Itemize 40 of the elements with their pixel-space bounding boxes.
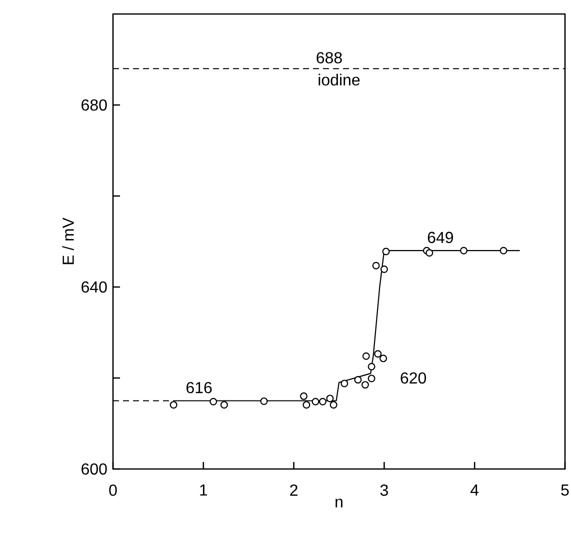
point — [326, 394, 334, 402]
y-tick-label: 600 — [82, 463, 107, 475]
y-axis-title: E / mV — [62, 218, 74, 264]
point — [260, 397, 268, 405]
point — [318, 398, 326, 406]
point — [368, 362, 376, 370]
point — [382, 248, 390, 256]
annotation: 688 — [316, 52, 342, 64]
x-tick-label: 5 — [561, 484, 569, 496]
x-tick-label: 1 — [200, 484, 208, 496]
point — [500, 246, 508, 254]
point — [300, 392, 308, 400]
point — [362, 352, 370, 360]
point — [354, 376, 362, 384]
point — [340, 380, 348, 388]
point — [220, 401, 228, 409]
point — [210, 398, 218, 406]
x-tick-label: 4 — [470, 484, 479, 496]
x-tick-label: 2 — [290, 484, 298, 496]
point — [361, 381, 369, 389]
annotation: 620 — [400, 372, 426, 384]
point — [380, 354, 388, 362]
point — [312, 398, 320, 406]
y-tick-label: 640 — [82, 281, 107, 293]
x-tick-label: 0 — [109, 484, 117, 496]
ref-line-label: iodine — [318, 74, 360, 86]
annotation: 649 — [428, 232, 454, 244]
point — [330, 401, 338, 409]
point — [368, 374, 376, 382]
point — [460, 246, 468, 254]
x-axis-title: n — [336, 498, 342, 508]
point — [374, 350, 382, 358]
y-tick-label: 680 — [82, 99, 107, 111]
annotation: 616 — [186, 382, 212, 394]
point — [426, 249, 434, 257]
point — [380, 265, 388, 273]
x-tick-label: 3 — [380, 484, 388, 496]
point — [170, 401, 178, 409]
point — [302, 401, 310, 409]
point — [372, 262, 380, 270]
